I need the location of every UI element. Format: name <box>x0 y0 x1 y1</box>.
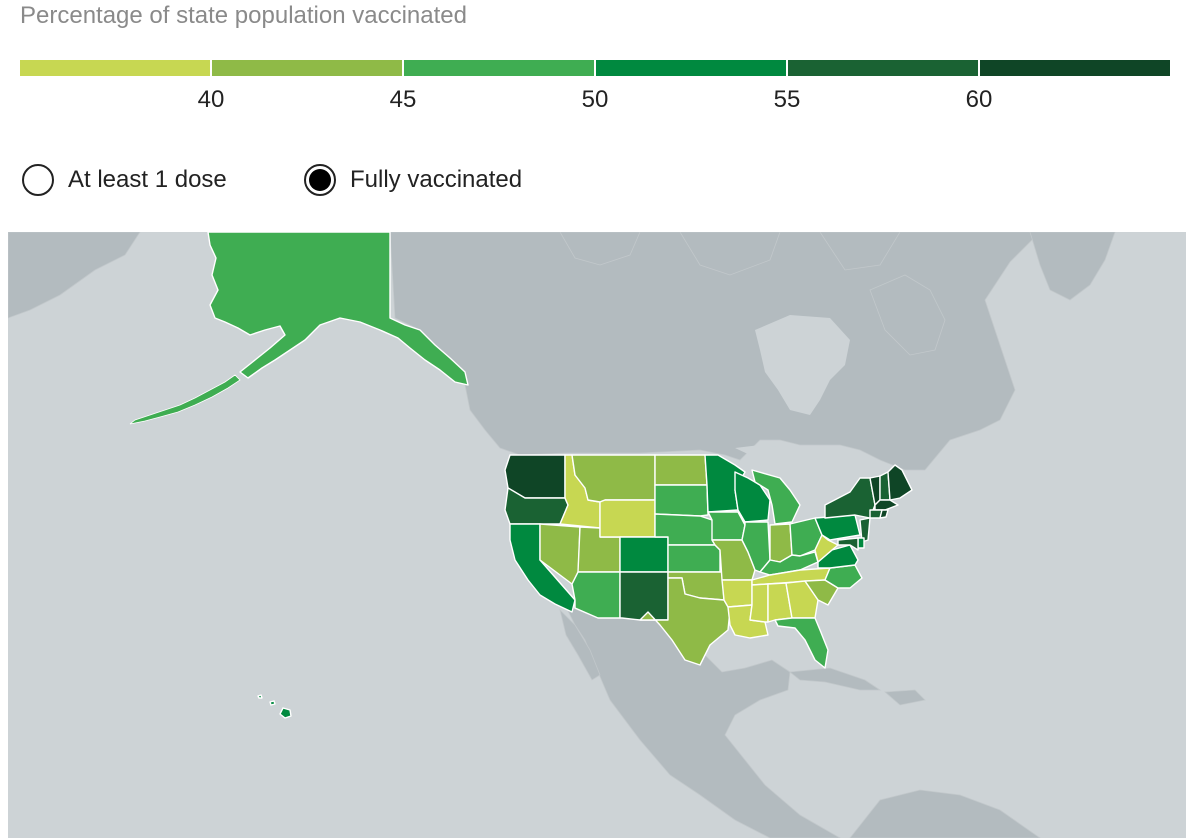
tick-label-45: 45 <box>389 86 417 113</box>
state-colorado[interactable] <box>619 536 669 573</box>
map-view[interactable] <box>8 232 1186 838</box>
state-arkansas[interactable] <box>721 579 753 608</box>
state-hawaii[interactable] <box>257 694 292 719</box>
scale-segment-4 <box>596 60 788 76</box>
state-georgia[interactable] <box>785 580 819 619</box>
scale-segment-1 <box>20 60 212 76</box>
greenland <box>1029 232 1116 301</box>
toggle-label-fully-vaccinated: Fully vaccinated <box>350 166 523 193</box>
radio-empty-icon[interactable] <box>22 164 54 196</box>
state-wyoming[interactable] <box>599 499 656 538</box>
scale-segment-6 <box>980 60 1170 76</box>
scale-segment-2 <box>212 60 404 76</box>
great-lakes <box>735 445 790 455</box>
south-america <box>849 789 1041 838</box>
state-delaware[interactable] <box>857 537 865 549</box>
scale-segment-3 <box>404 60 596 76</box>
tick-label-60: 60 <box>965 86 993 113</box>
siberia-tip <box>8 232 141 319</box>
hispaniola <box>884 689 926 706</box>
legend-title: Percentage of state population vaccinate… <box>20 2 467 29</box>
state-maryland[interactable] <box>837 537 859 551</box>
state-south-carolina[interactable] <box>804 579 839 606</box>
toggle-at-least-one-dose[interactable]: At least 1 dose <box>22 160 227 200</box>
state-texas[interactable] <box>639 577 731 666</box>
state-michigan[interactable] <box>751 469 801 525</box>
state-new-jersey[interactable] <box>859 517 871 543</box>
scale-segment-5 <box>788 60 980 76</box>
tick-label-55: 55 <box>773 86 801 113</box>
state-rhode-island[interactable] <box>879 509 889 519</box>
state-wisconsin[interactable] <box>734 471 771 523</box>
radio-selected-icon[interactable] <box>304 164 336 196</box>
scale-ticks: 40 45 50 55 60 <box>20 86 1170 116</box>
state-iowa[interactable] <box>707 511 746 541</box>
hudson-bay <box>755 315 850 415</box>
state-mississippi[interactable] <box>749 583 769 623</box>
state-illinois[interactable] <box>741 521 771 573</box>
arctic-islands <box>559 232 901 276</box>
landmass <box>8 232 1116 838</box>
state-north-dakota[interactable] <box>654 454 708 486</box>
state-alaska[interactable] <box>207 232 469 386</box>
tick-label-40: 40 <box>197 86 225 113</box>
state-new-mexico[interactable] <box>619 571 669 621</box>
cuba <box>788 667 882 691</box>
color-scale <box>20 60 1170 76</box>
toggle-label-at-least-one-dose: At least 1 dose <box>68 166 227 193</box>
state-south-dakota[interactable] <box>654 484 709 517</box>
baja-california <box>559 608 601 681</box>
map-svg <box>8 232 1186 838</box>
state-virginia[interactable] <box>817 544 859 569</box>
state-florida[interactable] <box>774 617 829 669</box>
state-kansas[interactable] <box>667 544 721 573</box>
tick-label-50: 50 <box>581 86 609 113</box>
toggle-fully-vaccinated[interactable]: Fully vaccinated <box>304 160 522 200</box>
state-alaska-aleutians[interactable] <box>129 374 241 425</box>
baffin-island <box>869 274 946 356</box>
